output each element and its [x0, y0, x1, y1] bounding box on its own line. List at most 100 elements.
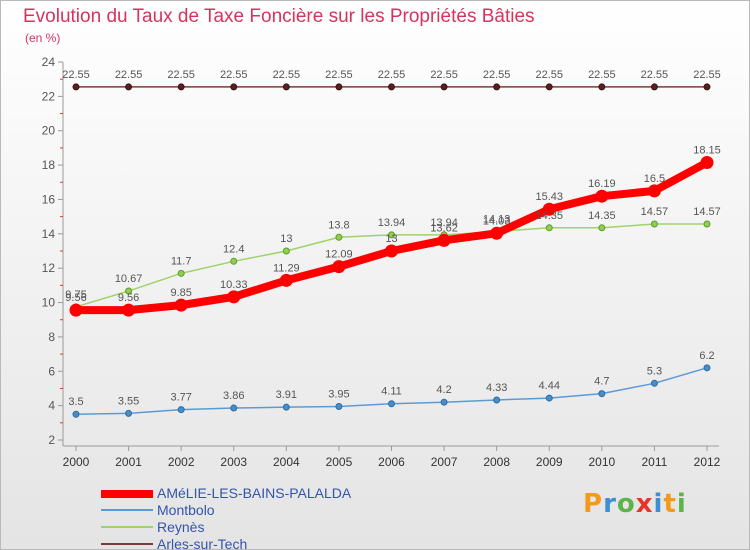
data-label-montbolo: 3.86 [223, 390, 244, 402]
data-point-amelie [332, 260, 346, 274]
data-point-reynes [598, 224, 606, 232]
data-point-amelie [542, 202, 556, 216]
data-label-montbolo: 6.2 [699, 350, 714, 362]
data-point-montbolo [177, 406, 185, 414]
data-point-amelie [69, 303, 83, 317]
x-tick-label: 2012 [694, 455, 721, 469]
x-tick-label: 2001 [115, 455, 142, 469]
y-tick-label: 12 [42, 261, 56, 275]
data-point-amelie [279, 273, 293, 287]
x-tick-label: 2009 [536, 455, 563, 469]
data-label-montbolo: 4.33 [486, 382, 507, 394]
data-label-amelie: 18.15 [693, 145, 721, 157]
data-point-reynes [282, 247, 290, 255]
data-label-reynes: 14.35 [535, 210, 563, 222]
data-point-amelie [595, 189, 609, 203]
data-label-reynes: 14.57 [693, 206, 721, 218]
data-point-reynes [545, 224, 553, 232]
data-label-amelie: 15.43 [535, 191, 563, 203]
logo-letter: t [663, 489, 677, 519]
data-label-reynes: 14.35 [588, 210, 616, 222]
x-tick-label: 2008 [483, 455, 510, 469]
data-point-montbolo [703, 364, 711, 372]
x-tick-label: 2005 [326, 455, 353, 469]
data-point-arles [125, 83, 133, 91]
logo-letter: i [653, 489, 664, 519]
data-label-arles: 22.55 [588, 69, 616, 81]
data-point-montbolo [230, 404, 238, 412]
data-label-reynes: 14.57 [641, 206, 669, 218]
data-label-amelie: 16.5 [644, 173, 665, 185]
data-point-amelie [647, 184, 661, 198]
data-label-montbolo: 3.5 [68, 396, 83, 408]
x-tick-label: 2007 [431, 455, 458, 469]
logo-letter: r [603, 489, 617, 519]
data-label-amelie: 12.09 [325, 249, 353, 261]
data-point-amelie [700, 156, 714, 170]
data-label-arles: 22.55 [273, 69, 301, 81]
data-label-arles: 22.55 [535, 69, 563, 81]
data-label-amelie: 11.29 [273, 262, 300, 274]
legend-label-reynes: Reynès [157, 519, 205, 535]
legend-label-montbolo: Montbolo [157, 502, 215, 518]
data-point-arles [72, 83, 80, 91]
data-point-montbolo [493, 396, 501, 404]
data-point-arles [177, 83, 185, 91]
data-point-reynes [650, 220, 658, 228]
data-label-arles: 22.55 [378, 69, 406, 81]
data-point-reynes [703, 220, 711, 228]
y-tick-label: 16 [42, 192, 56, 206]
y-tick-label: 22 [42, 89, 56, 103]
data-point-reynes [230, 257, 238, 265]
data-label-montbolo: 5.3 [647, 365, 662, 377]
x-tick-label: 2003 [220, 455, 247, 469]
chart-title: Evolution du Taux de Taxe Foncière sur l… [23, 6, 535, 27]
data-label-arles: 22.55 [641, 69, 669, 81]
data-label-arles: 22.55 [220, 69, 248, 81]
data-point-arles [493, 83, 501, 91]
data-point-arles [440, 83, 448, 91]
x-tick-label: 2006 [378, 455, 405, 469]
data-label-reynes: 14.13 [483, 214, 511, 226]
logo-letter: i [676, 489, 687, 519]
data-point-montbolo [282, 403, 290, 411]
data-point-arles [545, 83, 553, 91]
data-label-reynes: 13 [280, 233, 292, 245]
data-point-montbolo [335, 402, 343, 410]
data-point-arles [598, 83, 606, 91]
y-tick-label: 24 [42, 55, 56, 69]
data-point-montbolo [650, 379, 658, 387]
y-tick-label: 20 [42, 124, 56, 138]
data-label-arles: 22.55 [483, 69, 511, 81]
x-tick-label: 2011 [642, 455, 668, 469]
data-label-montbolo: 3.91 [276, 389, 297, 401]
data-label-reynes: 9.75 [65, 289, 86, 301]
data-label-reynes: 13.94 [430, 217, 458, 229]
logo-letter: x [635, 489, 654, 519]
data-label-amelie: 9.85 [170, 287, 191, 299]
data-label-arles: 22.55 [325, 69, 353, 81]
data-point-montbolo [388, 400, 395, 408]
data-point-amelie [385, 244, 398, 258]
y-unit-label: (en %) [25, 31, 61, 45]
data-point-arles [703, 83, 711, 91]
data-point-reynes [125, 287, 133, 295]
data-label-montbolo: 4.2 [436, 384, 451, 396]
data-label-montbolo: 4.7 [594, 376, 609, 388]
data-point-arles [650, 83, 658, 91]
legend-label-arles: Arles-sur-Tech [157, 536, 248, 550]
data-label-montbolo: 3.77 [170, 392, 191, 404]
data-label-montbolo: 4.11 [381, 386, 402, 398]
legend-swatch-arles [101, 543, 153, 545]
y-tick-label: 18 [42, 158, 56, 172]
data-label-arles: 22.55 [167, 69, 195, 81]
data-point-montbolo [72, 410, 80, 418]
data-label-arles: 22.55 [62, 69, 90, 81]
legend-label-amelie: AMéLIE-LES-BAINS-PALALDA [157, 485, 352, 501]
data-point-montbolo [440, 398, 448, 406]
data-point-amelie [490, 226, 504, 240]
proxiti-logo: Proxiti [583, 489, 687, 519]
x-tick-label: 2000 [63, 455, 90, 469]
data-point-arles [282, 83, 290, 91]
